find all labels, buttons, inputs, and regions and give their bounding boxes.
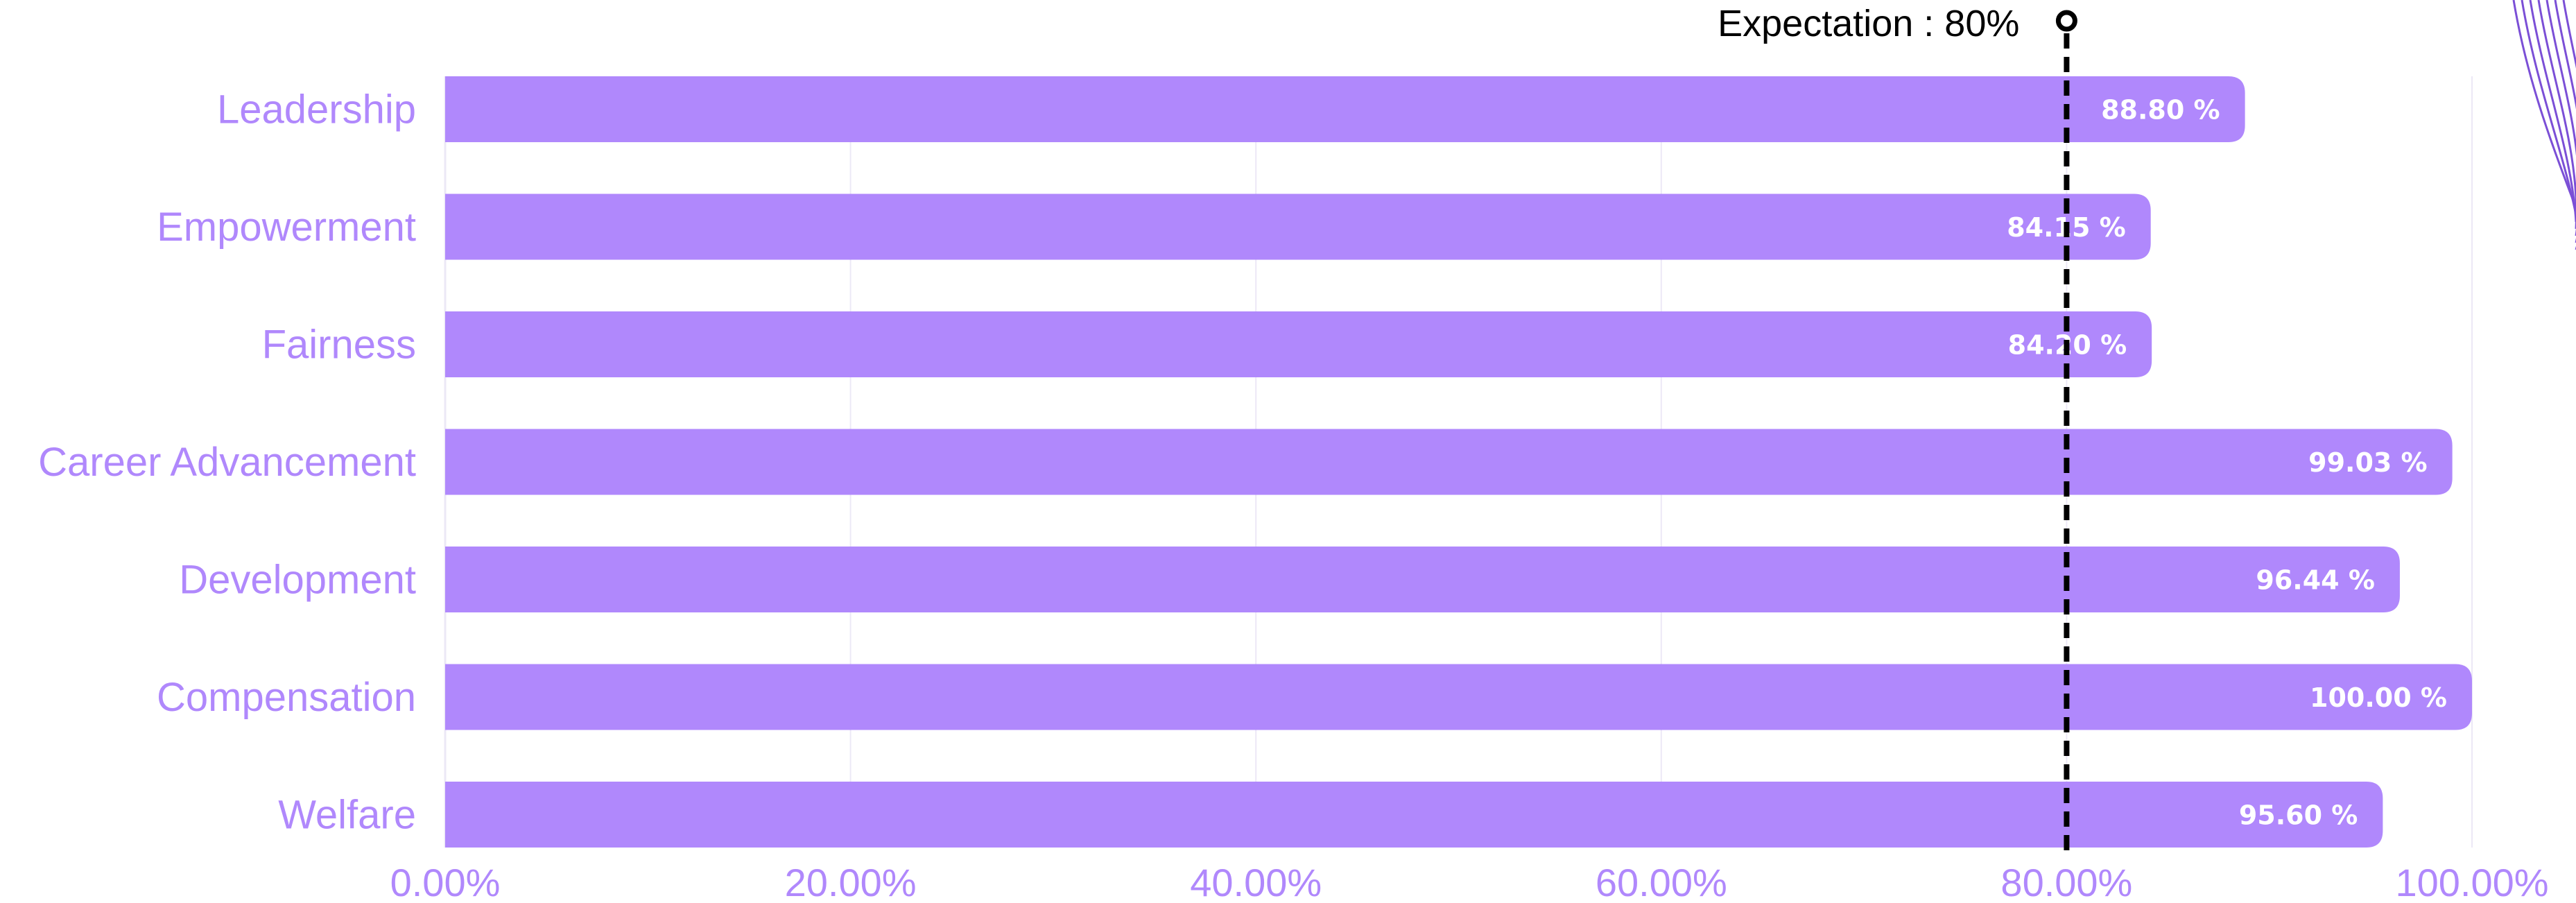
category-label: Fairness [262, 322, 416, 368]
expectation-marker [2055, 10, 2077, 32]
bar [445, 311, 2152, 377]
x-tick-label: 80.00% [2000, 861, 2132, 903]
bar [445, 664, 2472, 730]
bar [445, 429, 2453, 495]
decorative-curve [2545, 0, 2576, 236]
data-label: 88.80 % [2101, 95, 2220, 126]
bars [445, 76, 2472, 848]
category-label: Compensation [157, 675, 416, 720]
category-label: Empowerment [157, 205, 416, 250]
decorative-curve [2562, 0, 2576, 250]
data-label: 100.00 % [2310, 682, 2447, 713]
decorative-swirl [2512, 0, 2576, 250]
category-label: Leadership [217, 87, 416, 132]
x-axis-tick-labels: 0.00% 20.00% 40.00% 60.00% 80.00% 100.00% [390, 861, 2549, 903]
x-tick-label: 20.00% [785, 861, 917, 903]
bar [445, 76, 2245, 142]
x-tick-label: 40.00% [1190, 861, 1322, 903]
data-label: 99.03 % [2308, 447, 2428, 478]
x-tick-label: 60.00% [1596, 861, 1727, 903]
data-label: 96.44 % [2256, 565, 2375, 596]
expectation-label: Expectation : 80% [1718, 3, 2019, 44]
bar [445, 194, 2151, 260]
decorative-curve [2537, 0, 2576, 229]
category-labels: Leadership Empowerment Fairness Career Adva… [38, 87, 416, 838]
bar [445, 782, 2383, 848]
data-label: 95.60 % [2239, 800, 2358, 831]
category-label: Career Advancement [38, 440, 416, 485]
category-label: Development [179, 558, 416, 603]
x-tick-label: 0.00% [390, 861, 501, 903]
expectation-reference: Expectation : 80% [1718, 3, 2077, 850]
decorative-curve [2512, 0, 2576, 209]
x-tick-label: 100.00% [2395, 861, 2548, 903]
decorative-curve [2554, 0, 2576, 243]
decorative-curve [2529, 0, 2576, 223]
category-label: Welfare [278, 793, 416, 838]
bar [445, 547, 2400, 612]
decorative-curve [2521, 0, 2576, 216]
